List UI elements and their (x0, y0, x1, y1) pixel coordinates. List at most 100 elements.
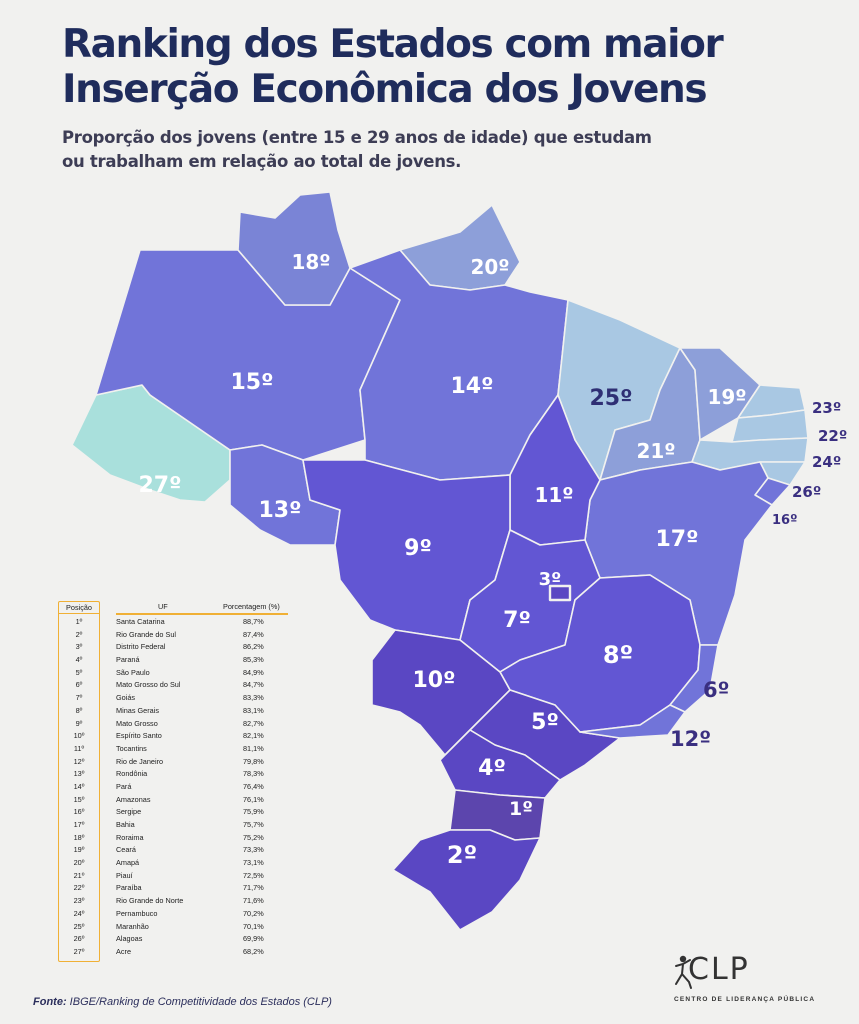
position-cell: 6º (75, 680, 83, 690)
uf-cell: Mato Grosso do Sul (116, 680, 181, 690)
rank-label-minas-gerais: 8º (603, 641, 633, 669)
rank-label-para: 14º (450, 374, 493, 399)
percentage-cell: 76,1% (243, 794, 264, 804)
position-cell: 7º (75, 693, 83, 703)
rank-label-maranhao: 25º (589, 386, 632, 411)
rank-label-tocantins: 11º (534, 483, 573, 507)
percentage-cell: 75,7% (243, 820, 264, 829)
position-cell: 24º (73, 908, 85, 918)
uf-cell: Alagoas (116, 934, 143, 944)
page-title: Ranking dos Estados com maior Inserção E… (62, 22, 724, 112)
rank-label-rio-de-janeiro: 12º (670, 727, 711, 751)
rank-label-roraima: 18º (291, 250, 330, 274)
percentage-cell: 82,7% (243, 718, 264, 728)
position-cell: 1º (75, 617, 83, 626)
uf-cell: Goiás (116, 693, 136, 703)
rank-label-distrito-federal: 3º (539, 569, 562, 590)
position-column-frame (58, 613, 100, 962)
subtitle-line-2: ou trabalham em relação ao total de jove… (62, 152, 462, 171)
ranking-table: Posição UF Porcentagem (%) 1º Santa Catar… (58, 601, 298, 962)
table-header: Posição UF Porcentagem (%) (58, 601, 298, 615)
position-cell: 3º (75, 642, 83, 652)
table-row: 24º Pernambuco 70,2% (58, 908, 298, 921)
rank-label-amazonas: 15º (230, 370, 273, 395)
rank-label-mato-grosso-do-sul: 10º (412, 668, 455, 693)
percentage-cell: 85,3% (243, 655, 264, 665)
uf-cell: Bahia (116, 820, 135, 829)
source-text: IBGE/Ranking de Competitividade dos Esta… (69, 996, 332, 1008)
table-row: 13º Rondônia 78,3% (58, 768, 298, 781)
table-row: 2º Rio Grande do Sul 87,4% (58, 629, 298, 642)
table-row: 5º São Paulo 84,9% (58, 667, 298, 680)
uf-cell: Piauí (116, 870, 133, 880)
table-row: 1º Santa Catarina 88,7% (58, 616, 298, 629)
table-row: 9º Mato Grosso 82,7% (58, 718, 298, 731)
rank-label-rondonia: 13º (258, 498, 301, 523)
uf-cell: Minas Gerais (116, 705, 159, 715)
position-cell: 18º (73, 832, 85, 842)
table-row: 18º Roraima 75,2% (58, 832, 298, 845)
percentage-cell: 73,1% (243, 858, 264, 868)
header-underline (116, 613, 288, 615)
percentage-cell: 71,7% (243, 883, 264, 893)
uf-cell: Mato Grosso (116, 718, 158, 728)
table-row: 8º Minas Gerais 83,1% (58, 705, 298, 718)
percentage-cell: 76,4% (243, 781, 264, 791)
position-cell: 20º (73, 858, 85, 868)
page-subtitle: Proporção dos jovens (entre 15 e 29 anos… (62, 126, 662, 174)
percentage-cell: 72,5% (243, 870, 264, 880)
rank-label-sergipe: 16º (772, 513, 797, 528)
title-line-2: Inserção Econômica dos Jovens (62, 67, 708, 112)
rank-label-goias: 7º (503, 608, 531, 633)
percentage-cell: 86,2% (243, 642, 264, 652)
position-cell: 11º (73, 743, 85, 753)
percentage-cell: 69,9% (243, 934, 264, 944)
uf-cell: Sergipe (116, 807, 142, 817)
rank-label-parana: 4º (478, 756, 506, 781)
uf-cell: Amazonas (116, 794, 151, 804)
position-cell: 26º (73, 934, 85, 944)
table-row: 23º Rio Grande do Norte 71,6% (58, 895, 298, 908)
table-row: 17º Bahia 75,7% (58, 819, 298, 832)
clp-logo: CLP CENTRO DE LIDERANÇA PÚBLICA (672, 952, 822, 1012)
uf-cell: Rio Grande do Sul (116, 629, 177, 639)
position-cell: 16º (73, 807, 85, 817)
percentage-cell: 83,1% (243, 705, 264, 715)
position-cell: 19º (73, 845, 85, 855)
state-rio-grande-do-sul (392, 829, 541, 931)
uf-cell: Roraima (116, 832, 144, 842)
table-row: 15º Amazonas 76,1% (58, 794, 298, 807)
source-note: Fonte: IBGE/Ranking de Competitividade d… (33, 996, 332, 1008)
percentage-cell: 70,1% (243, 921, 264, 931)
position-cell: 4º (75, 655, 83, 665)
percentage-cell: 88,7% (243, 617, 264, 626)
percentage-cell: 75,9% (243, 807, 264, 817)
uf-cell: Rio de Janeiro (116, 756, 164, 766)
table-row: 10º Espírito Santo 82,1% (58, 730, 298, 743)
percentage-cell: 68,2% (243, 946, 264, 956)
rank-label-rio-grande-do-sul: 2º (447, 841, 477, 869)
uf-cell: Distrito Federal (116, 642, 166, 652)
logo-subtitle: CENTRO DE LIDERANÇA PÚBLICA (674, 996, 816, 1003)
position-cell: 14º (73, 781, 85, 791)
percentage-cell: 81,1% (243, 743, 264, 753)
position-cell: 15º (73, 794, 85, 804)
uf-cell: Amapá (116, 858, 140, 868)
table-row: 14º Pará 76,4% (58, 781, 298, 794)
position-cell: 23º (73, 896, 85, 906)
percentage-cell: 82,1% (243, 731, 264, 741)
rank-label-acre: 27º (138, 473, 181, 498)
table-row: 19º Ceará 73,3% (58, 844, 298, 857)
rank-label-rio-grande-do-norte: 23º (812, 399, 841, 417)
uf-cell: Tocantins (116, 743, 147, 753)
header-uf: UF (158, 602, 168, 611)
uf-cell: Pará (116, 781, 132, 791)
uf-cell: Pernambuco (116, 908, 158, 918)
table-row: 22º Paraíba 71,7% (58, 882, 298, 895)
table-row: 11º Tocantins 81,1% (58, 743, 298, 756)
state-rio-de-janeiro (579, 704, 686, 739)
position-cell: 25º (73, 921, 85, 931)
position-cell: 27º (73, 946, 85, 956)
table-row: 3º Distrito Federal 86,2% (58, 641, 298, 654)
